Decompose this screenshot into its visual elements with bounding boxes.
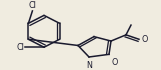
- Text: O: O: [142, 35, 148, 44]
- Text: N: N: [86, 61, 92, 70]
- Text: O: O: [112, 58, 118, 67]
- Text: Cl: Cl: [16, 43, 24, 52]
- Text: Cl: Cl: [28, 1, 36, 10]
